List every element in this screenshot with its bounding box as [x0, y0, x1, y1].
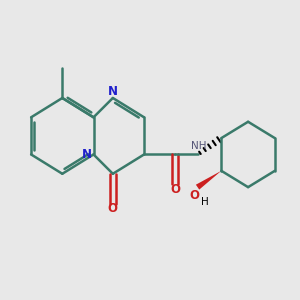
Text: N: N — [108, 85, 118, 98]
Text: NH: NH — [191, 141, 207, 151]
Text: O: O — [170, 183, 180, 196]
Polygon shape — [196, 171, 221, 190]
Text: N: N — [82, 148, 92, 161]
Text: H: H — [201, 197, 209, 207]
Text: O: O — [190, 189, 200, 202]
Text: O: O — [108, 202, 118, 215]
